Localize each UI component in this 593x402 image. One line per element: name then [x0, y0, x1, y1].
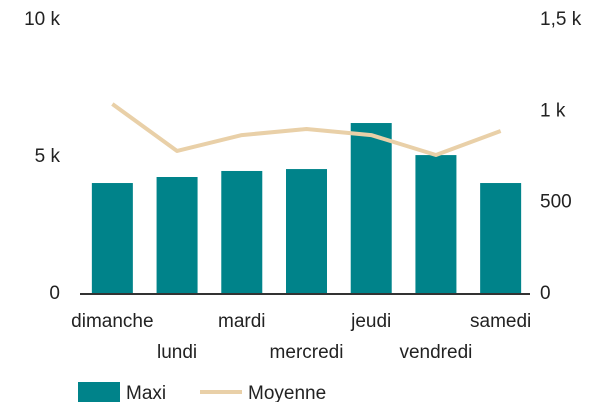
- y-tick-label: 0: [49, 283, 60, 304]
- x-tick-label: mardi: [218, 311, 266, 332]
- y-tick-label: 10 k: [24, 9, 60, 30]
- x-tick-label: vendredi: [399, 342, 472, 363]
- legend-label: Moyenne: [248, 383, 326, 402]
- x-tick-label: dimanche: [71, 311, 153, 332]
- y2-tick-label: 1 k: [540, 100, 566, 121]
- x-tick-label: jeudi: [350, 311, 391, 332]
- x-tick-label: lundi: [157, 342, 197, 363]
- y-tick-label: 5 k: [35, 146, 61, 167]
- bar: [480, 183, 522, 294]
- x-tick-label: mercredi: [270, 342, 344, 363]
- legend-label: Maxi: [126, 383, 166, 402]
- x-tick-label: samedi: [470, 311, 531, 332]
- y2-tick-label: 0: [540, 283, 551, 304]
- line: [111, 102, 502, 157]
- bar: [91, 183, 133, 294]
- bar: [415, 155, 457, 294]
- bar: [156, 177, 198, 294]
- bar: [286, 169, 327, 294]
- bar: [221, 170, 263, 294]
- bar: [350, 123, 392, 294]
- y2-tick-label: 500: [540, 192, 572, 213]
- legend-swatch: [78, 382, 120, 402]
- y2-tick-label: 1,5 k: [540, 9, 582, 30]
